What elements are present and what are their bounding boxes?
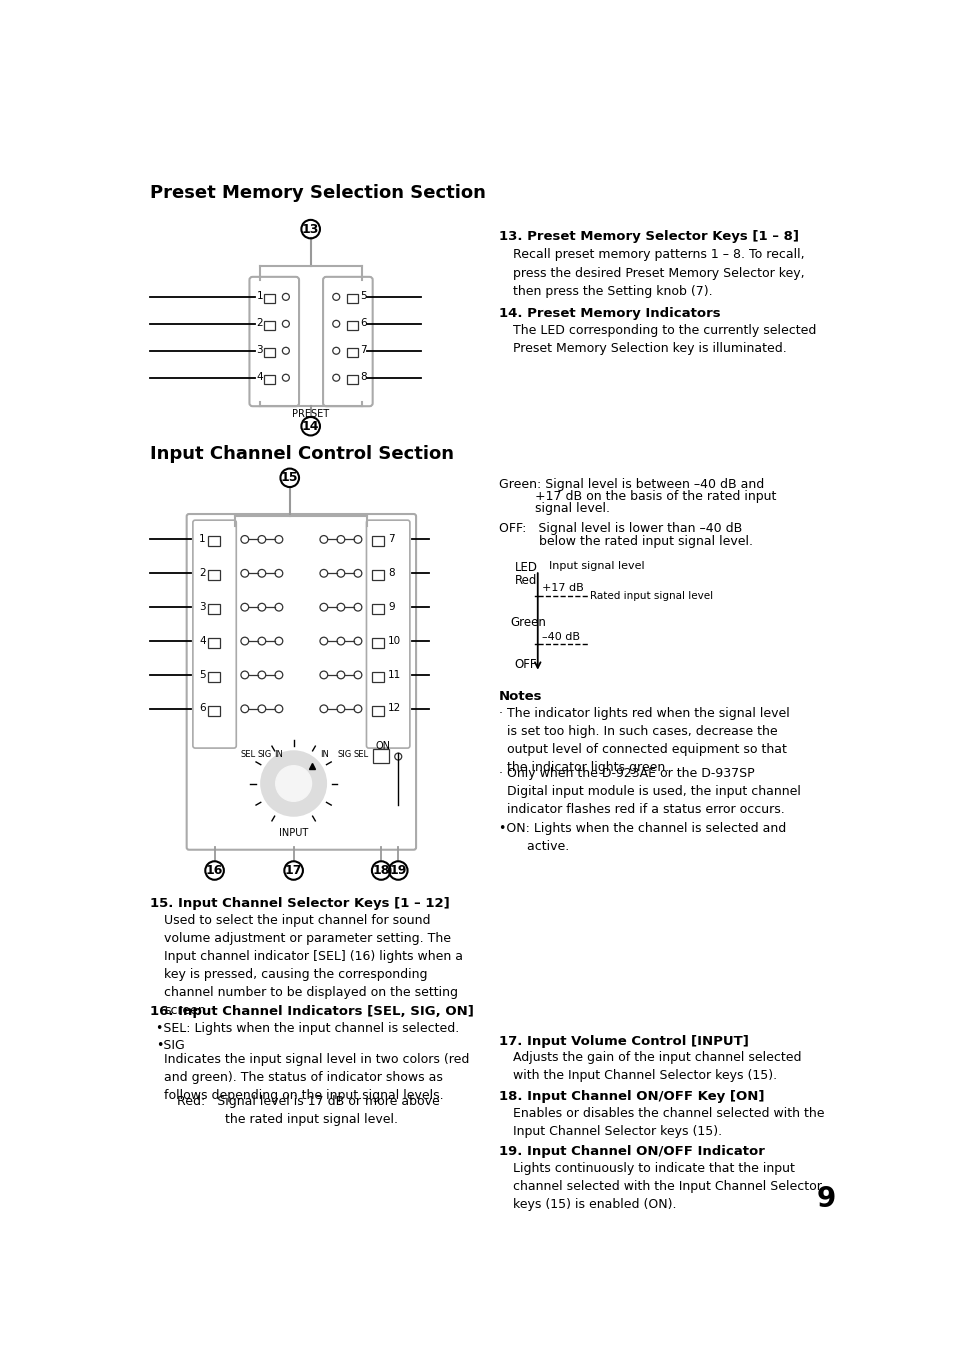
- Text: Input Channel Control Section: Input Channel Control Section: [150, 446, 454, 463]
- Text: ON: ON: [375, 742, 391, 751]
- Text: 14. Preset Memory Indicators: 14. Preset Memory Indicators: [498, 307, 720, 320]
- Text: OFF:   Signal level is lower than –40 dB: OFF: Signal level is lower than –40 dB: [498, 523, 741, 535]
- Text: 12: 12: [388, 704, 401, 713]
- Text: Green: Green: [510, 616, 546, 630]
- FancyBboxPatch shape: [208, 604, 220, 615]
- Text: 3: 3: [256, 346, 263, 355]
- Text: 2: 2: [256, 319, 263, 328]
- Text: 11: 11: [388, 670, 401, 680]
- Text: 1: 1: [199, 534, 206, 544]
- Text: Rated input signal level: Rated input signal level: [590, 590, 713, 601]
- FancyBboxPatch shape: [372, 570, 384, 580]
- Text: PRESET: PRESET: [292, 409, 329, 419]
- Text: 7: 7: [388, 534, 395, 544]
- Text: Red: Red: [514, 574, 537, 586]
- Text: IN: IN: [274, 750, 283, 759]
- Circle shape: [261, 751, 326, 816]
- FancyBboxPatch shape: [372, 638, 384, 648]
- Text: 7: 7: [360, 346, 367, 355]
- Text: Notes: Notes: [498, 689, 542, 703]
- Text: 16. Input Channel Indicators [SEL, SIG, ON]: 16. Input Channel Indicators [SEL, SIG, …: [150, 1005, 474, 1019]
- Text: 13: 13: [302, 223, 319, 235]
- Text: 17: 17: [285, 865, 302, 877]
- Text: Enables or disables the channel selected with the
Input Channel Selector keys (1: Enables or disables the channel selected…: [513, 1106, 823, 1138]
- Text: Green: Signal level is between –40 dB and: Green: Signal level is between –40 dB an…: [498, 478, 763, 490]
- Text: IN: IN: [319, 750, 329, 759]
- Text: 2: 2: [199, 567, 206, 578]
- FancyBboxPatch shape: [208, 638, 220, 648]
- Text: SIG: SIG: [336, 750, 351, 759]
- Text: 18: 18: [372, 865, 390, 877]
- Text: 13. Preset Memory Selector Keys [1 – 8]: 13. Preset Memory Selector Keys [1 – 8]: [498, 230, 799, 243]
- FancyBboxPatch shape: [347, 374, 357, 384]
- FancyBboxPatch shape: [372, 705, 384, 716]
- Text: · The indicator lights red when the signal level
  is set too high. In such case: · The indicator lights red when the sign…: [498, 707, 789, 774]
- Text: 16: 16: [206, 865, 223, 877]
- Text: OFF: OFF: [514, 658, 537, 671]
- Text: SEL: SEL: [241, 750, 255, 759]
- Text: 1: 1: [256, 292, 263, 301]
- Circle shape: [275, 766, 312, 801]
- FancyBboxPatch shape: [372, 604, 384, 615]
- Text: 19: 19: [389, 865, 407, 877]
- FancyBboxPatch shape: [208, 536, 220, 546]
- Text: •ON: Lights when the channel is selected and
       active.: •ON: Lights when the channel is selected…: [498, 821, 785, 852]
- Text: +17 dB: +17 dB: [541, 584, 583, 593]
- Text: 19. Input Channel ON/OFF Indicator: 19. Input Channel ON/OFF Indicator: [498, 1146, 764, 1158]
- Text: 9: 9: [816, 1185, 835, 1213]
- Text: 5: 5: [199, 670, 206, 680]
- Text: 14: 14: [301, 420, 319, 432]
- Text: SEL: SEL: [353, 750, 368, 759]
- Text: 17. Input Volume Control [INPUT]: 17. Input Volume Control [INPUT]: [498, 1035, 748, 1047]
- Text: 8: 8: [388, 567, 395, 578]
- FancyBboxPatch shape: [264, 293, 274, 303]
- Text: Recall preset memory patterns 1 – 8. To recall,
press the desired Preset Memory : Recall preset memory patterns 1 – 8. To …: [513, 249, 803, 299]
- Text: INPUT: INPUT: [278, 828, 308, 838]
- Text: Preset Memory Selection Section: Preset Memory Selection Section: [150, 184, 486, 201]
- Text: signal level.: signal level.: [498, 503, 609, 516]
- Text: · Only when the D-923AE or the D-937SP
  Digital input module is used, the input: · Only when the D-923AE or the D-937SP D…: [498, 766, 800, 816]
- Text: +17 dB on the basis of the rated input: +17 dB on the basis of the rated input: [498, 490, 776, 503]
- Text: 8: 8: [360, 373, 367, 382]
- Text: Indicates the input signal level in two colors (red
and green). The status of in: Indicates the input signal level in two …: [164, 1052, 469, 1102]
- Text: LED: LED: [514, 561, 537, 574]
- Text: 5: 5: [360, 292, 367, 301]
- FancyBboxPatch shape: [347, 320, 357, 330]
- Text: •SIG: •SIG: [156, 1039, 185, 1052]
- Text: 9: 9: [388, 601, 395, 612]
- FancyBboxPatch shape: [208, 705, 220, 716]
- Text: The LED corresponding to the currently selected
Preset Memory Selection key is i: The LED corresponding to the currently s…: [513, 324, 816, 355]
- Text: Lights continuously to indicate that the input
channel selected with the Input C: Lights continuously to indicate that the…: [513, 1162, 821, 1212]
- FancyBboxPatch shape: [372, 536, 384, 546]
- Text: 15. Input Channel Selector Keys [1 – 12]: 15. Input Channel Selector Keys [1 – 12]: [150, 897, 450, 911]
- Text: 18. Input Channel ON/OFF Key [ON]: 18. Input Channel ON/OFF Key [ON]: [498, 1090, 763, 1102]
- Text: 10: 10: [388, 636, 401, 646]
- FancyBboxPatch shape: [264, 374, 274, 384]
- Text: Adjusts the gain of the input channel selected
with the Input Channel Selector k: Adjusts the gain of the input channel se…: [513, 1051, 801, 1082]
- FancyBboxPatch shape: [372, 671, 384, 682]
- FancyBboxPatch shape: [208, 570, 220, 580]
- Text: 15: 15: [281, 471, 298, 484]
- Text: Input signal level: Input signal level: [548, 561, 643, 571]
- Text: 4: 4: [199, 636, 206, 646]
- FancyBboxPatch shape: [347, 293, 357, 303]
- Text: 3: 3: [199, 601, 206, 612]
- FancyBboxPatch shape: [208, 671, 220, 682]
- Text: –40 dB: –40 dB: [541, 632, 579, 642]
- FancyBboxPatch shape: [347, 347, 357, 357]
- Text: 6: 6: [199, 704, 206, 713]
- Text: •SEL: Lights when the input channel is selected.: •SEL: Lights when the input channel is s…: [156, 1023, 459, 1035]
- FancyBboxPatch shape: [373, 748, 389, 763]
- Text: 4: 4: [256, 373, 263, 382]
- Text: below the rated input signal level.: below the rated input signal level.: [498, 535, 752, 547]
- FancyBboxPatch shape: [264, 347, 274, 357]
- Text: 6: 6: [360, 319, 367, 328]
- FancyBboxPatch shape: [264, 320, 274, 330]
- Text: Used to select the input channel for sound
volume adjustment or parameter settin: Used to select the input channel for sou…: [164, 915, 463, 1017]
- Text: Red:   Signal level is 17 dB or more above
            the rated input signal le: Red: Signal level is 17 dB or more above…: [177, 1094, 439, 1125]
- Text: SIG: SIG: [257, 750, 272, 759]
